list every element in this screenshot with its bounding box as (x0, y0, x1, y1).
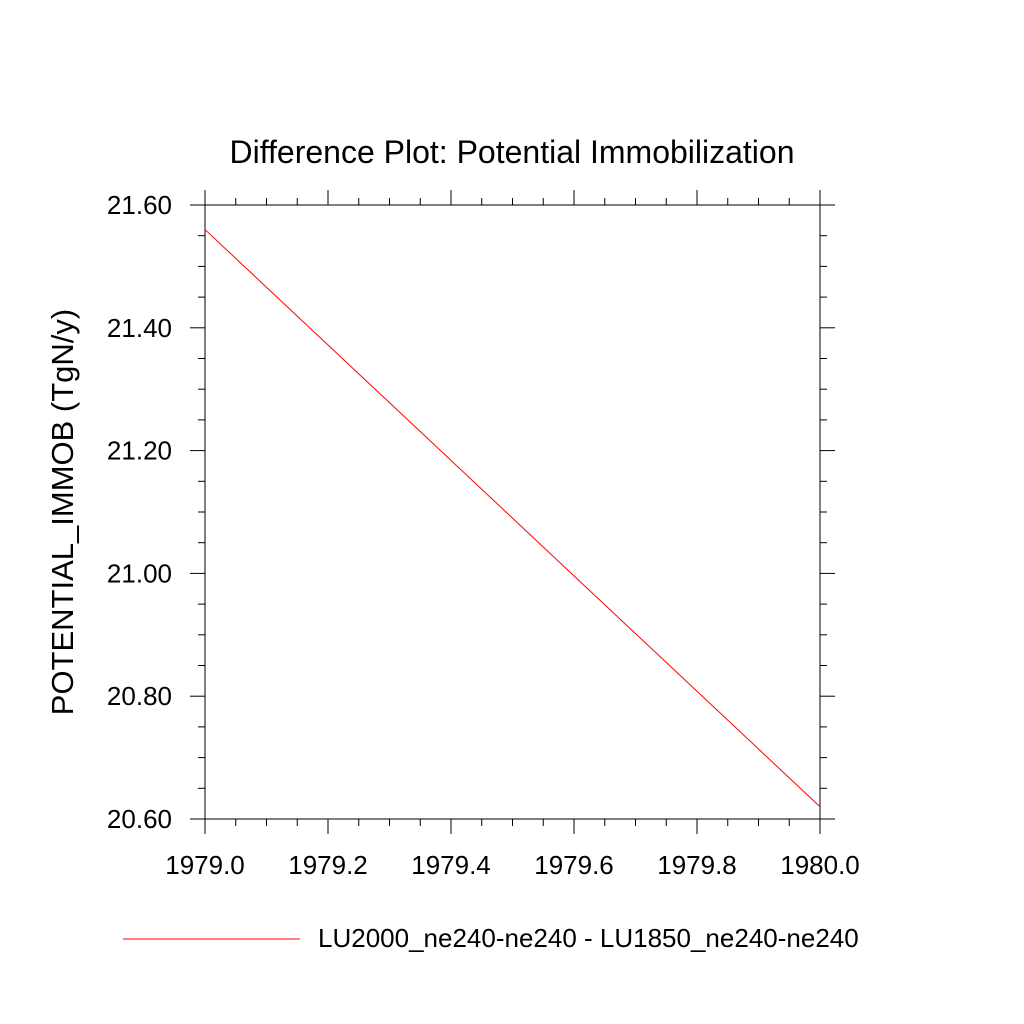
x-axis-ticks (204, 190, 821, 834)
chart-title: Difference Plot: Potential Immobilizatio… (229, 134, 794, 170)
series-line-0 (204, 229, 821, 808)
y-tick-label: 21.20 (107, 436, 172, 466)
legend-series-label: LU2000_ne240-ne240 - LU1850_ne240-ne240 (318, 923, 859, 953)
y-tick-label: 21.60 (107, 190, 172, 220)
x-tick-label: 1979.0 (165, 850, 245, 880)
x-axis-tick-labels: 1979.0 1979.2 1979.4 1979.6 1979.8 1980.0 (165, 850, 860, 880)
legend: LU2000_ne240-ne240 - LU1850_ne240-ne240 (123, 923, 859, 953)
y-axis-label: POTENTIAL_IMMOB (TgN/y) (45, 309, 80, 715)
y-tick-label: 20.80 (107, 681, 172, 711)
series-layer (204, 229, 821, 808)
x-tick-label: 1980.0 (780, 850, 860, 880)
x-tick-label: 1979.6 (534, 850, 614, 880)
x-tick-label: 1979.8 (657, 850, 737, 880)
y-axis-tick-labels: 20.60 20.80 21.00 21.20 21.40 21.60 (107, 190, 172, 834)
x-tick-label: 1979.4 (411, 850, 491, 880)
y-tick-label: 21.40 (107, 313, 172, 343)
x-tick-label: 1979.2 (288, 850, 368, 880)
y-axis-ticks (190, 204, 835, 820)
y-tick-label: 21.00 (107, 558, 172, 588)
y-tick-label: 20.60 (107, 804, 172, 834)
